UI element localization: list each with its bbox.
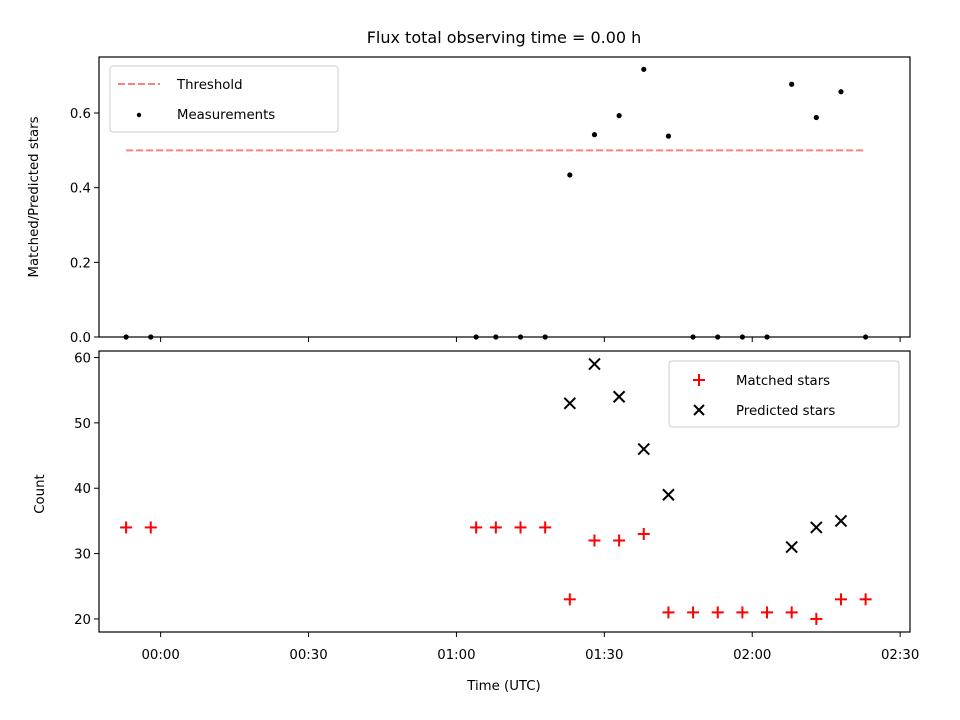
predicted-point <box>637 442 650 456</box>
legend-frame <box>109 65 339 133</box>
matched-point <box>489 521 502 534</box>
matched-point <box>144 521 157 534</box>
ratio-panel: Flux total observing time = 0.00 h Match… <box>27 28 911 346</box>
predicted-point <box>662 488 675 501</box>
ratio-legend: Threshold Measurements <box>109 65 339 133</box>
matched-point <box>736 606 749 619</box>
matched-point <box>834 593 847 606</box>
legend-matched-swatch <box>693 374 705 386</box>
y-tick-label: 40 <box>74 482 91 497</box>
matched-point <box>810 612 823 625</box>
matched-point <box>711 606 724 619</box>
measurement-point <box>641 66 647 72</box>
matched-point <box>613 534 626 547</box>
ratio-axis-ticks: 0.0 0.2 0.4 0.6 <box>70 107 901 346</box>
legend-predicted-label: Predicted stars <box>736 404 835 419</box>
predicted-point <box>563 397 577 410</box>
predicted-point <box>785 540 798 554</box>
measurement-point <box>665 133 672 139</box>
matched-point <box>514 521 527 534</box>
measurement-point <box>616 113 622 119</box>
chart-title: Flux total observing time = 0.00 h <box>367 28 642 47</box>
y-axis-label: Matched/Predicted stars <box>27 116 42 277</box>
count-axes-frame <box>98 350 911 633</box>
matched-point <box>761 606 774 619</box>
measurement-point <box>567 172 573 178</box>
y-tick-label: 0.6 <box>70 107 91 122</box>
x-tick-label: 02:00 <box>733 648 771 663</box>
predicted-point <box>810 521 823 534</box>
matched-point <box>588 534 601 547</box>
predicted-point <box>612 390 626 403</box>
y-tick-label: 60 <box>74 352 91 367</box>
y-tick-label: 20 <box>74 613 91 628</box>
measurement-point <box>838 89 844 95</box>
legend-matched-label: Matched stars <box>736 374 830 389</box>
y-tick-label: 0.4 <box>70 182 91 197</box>
count-plot-marks <box>120 357 872 625</box>
predicted-point <box>588 357 601 371</box>
measurement-point <box>591 132 598 138</box>
matched-point <box>120 521 133 534</box>
matched-point <box>785 606 798 619</box>
matched-point <box>687 606 700 619</box>
y-tick-label: 50 <box>74 417 91 432</box>
matched-point <box>470 521 483 534</box>
measurement-point <box>813 114 819 121</box>
legend-threshold-label: Threshold <box>176 78 243 93</box>
x-tick-label: 01:30 <box>585 648 623 663</box>
count-panel: Count Time (UTC) 20 30 40 50 60 00:00 00:30 01:… <box>33 350 919 694</box>
matched-point <box>859 593 872 606</box>
matched-point <box>563 593 576 606</box>
x-axis-label: Time (UTC) <box>466 679 541 694</box>
legend-measurements-swatch <box>136 112 142 118</box>
matched-point <box>662 606 675 619</box>
legend-frame <box>668 360 900 428</box>
legend-measurements-label: Measurements <box>177 108 275 123</box>
legend-predicted-swatch <box>693 404 705 416</box>
predicted-point <box>834 514 848 528</box>
measurement-point <box>789 81 795 87</box>
ratio-axes-frame <box>98 56 911 338</box>
x-tick-label: 01:00 <box>437 648 475 663</box>
matched-point <box>539 521 552 534</box>
y-tick-label: 30 <box>74 548 91 563</box>
y-tick-label: 0.2 <box>70 256 91 271</box>
x-tick-label: 02:30 <box>881 648 919 663</box>
x-tick-label: 00:00 <box>141 648 179 663</box>
y-tick-label: 0.0 <box>70 331 91 346</box>
matched-point <box>637 527 650 540</box>
y-axis-label: Count <box>33 474 48 514</box>
count-axis-ticks: 20 30 40 50 60 00:00 00:30 01:00 01:30 02:00 02:30 <box>74 352 919 663</box>
x-tick-label: 00:30 <box>289 648 327 663</box>
count-legend: Matched stars Predicted stars <box>668 360 900 428</box>
